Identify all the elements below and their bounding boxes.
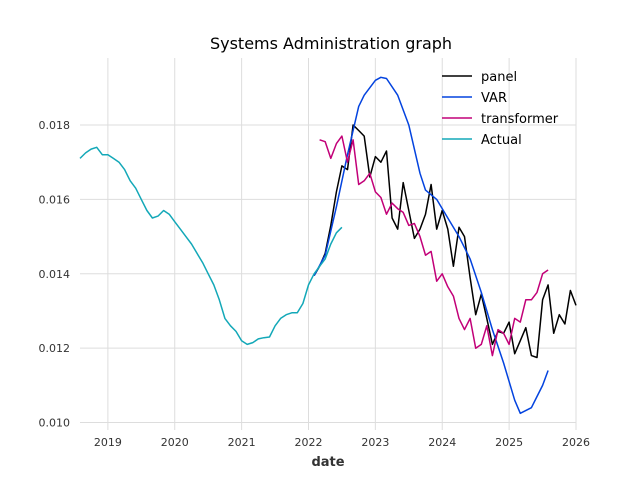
legend-label-transformer: transformer: [481, 112, 559, 127]
x-tick-label: 2022: [294, 436, 322, 449]
x-axis-label: date: [311, 455, 344, 470]
series-line-panel: [313, 124, 577, 359]
x-axis-ticks: 2019 2020 2021 2022 2023 2024 2025 2026: [94, 436, 590, 449]
series-lines: [79, 76, 577, 415]
y-axis-ticks: 0.010 0.012 0.014 0.016 0.018: [39, 119, 71, 430]
series-line-actual: [79, 146, 343, 346]
x-tick-label: 2026: [562, 436, 590, 449]
x-tick-label: 2024: [428, 436, 456, 449]
y-tick-label: 0.018: [39, 119, 71, 132]
legend-label-actual: Actual: [481, 133, 522, 148]
x-tick-label: 2025: [495, 436, 523, 449]
x-tick-label: 2020: [161, 436, 189, 449]
x-tick-label: 2019: [94, 436, 122, 449]
y-tick-label: 0.016: [39, 193, 71, 206]
chart-title: Systems Administration graph: [210, 34, 452, 53]
legend-label-var: VAR: [481, 91, 507, 106]
y-tick-label: 0.012: [39, 342, 71, 355]
legend: panel VAR transformer Actual: [442, 70, 559, 148]
x-tick-label: 2023: [361, 436, 389, 449]
y-tick-label: 0.014: [39, 268, 71, 281]
series-line-transformer: [319, 135, 549, 357]
x-tick-label: 2021: [228, 436, 256, 449]
series-line-var: [313, 76, 549, 415]
legend-label-panel: panel: [481, 70, 517, 85]
y-tick-label: 0.010: [39, 417, 71, 430]
